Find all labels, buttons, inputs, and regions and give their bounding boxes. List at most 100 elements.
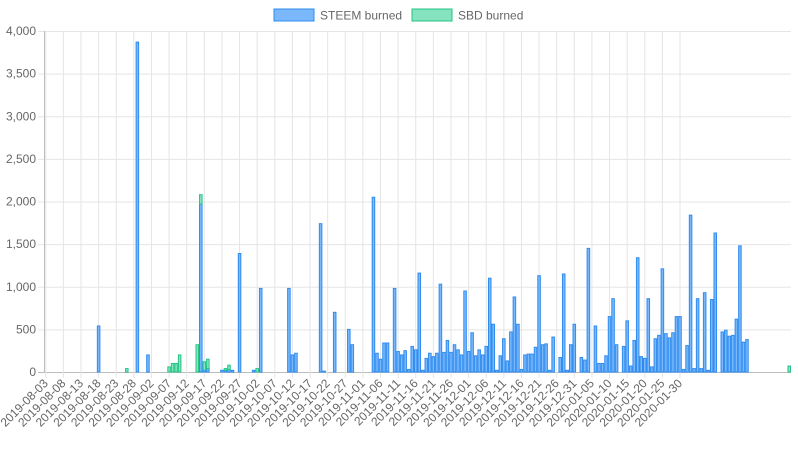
sbd-bar [170,362,175,373]
steem-bar [569,344,573,373]
steem-bar [583,359,587,373]
legend-label: STEEM burned [320,9,402,23]
sbd-bar [199,194,203,205]
steem-bar [470,332,474,373]
steem-bar [290,354,295,373]
legend: STEEM burned SBD burned [273,8,523,23]
steem-bar [604,355,608,373]
y-tick-label: 2,500 [6,152,36,166]
steem-bar [477,349,481,373]
steem-bar [621,345,626,373]
steem-bar [579,357,584,373]
steem-bar [632,339,636,373]
steem-bar [724,329,728,373]
steem-bar [375,352,379,373]
steem-bar [565,369,570,373]
sbd-bar [125,368,129,373]
steem-bar [519,368,524,373]
legend-item-steem[interactable]: STEEM burned [273,8,402,23]
steem-bar [671,332,675,373]
steem-bar [399,354,404,373]
y-tick-label: 1,000 [6,280,36,294]
steem-bar [495,369,499,373]
steem-bar [614,344,619,373]
legend-swatch [411,8,453,22]
steem-bar [146,354,150,373]
steem-bar [318,223,323,373]
steem-bar [611,298,615,373]
steem-bar [332,311,337,373]
steem-bar [406,368,411,373]
steem-bar [230,369,235,373]
steem-bar [403,350,407,373]
steem-bar [237,253,242,373]
steem-bar [695,298,700,373]
steem-bar [625,320,629,373]
steem-bar [382,342,386,373]
steem-bar [660,268,665,373]
steem-bar [709,299,714,373]
steem-bar [593,325,598,373]
steem-bar [473,355,478,373]
sbd-bar [202,361,207,371]
y-axis: 0 500 1,000 1,500 2,000 2,500 3,000 3,500 4,000 [6,24,45,379]
steem-bar [561,273,566,373]
steem-bar [544,343,548,373]
legend-item-sbd[interactable]: SBD burned [411,8,523,23]
steem-bar [220,369,224,373]
steem-bar [667,337,672,373]
steem-bar [428,352,432,373]
steem-bar [706,369,710,373]
steem-bar [371,196,376,373]
y-tick-label: 3,000 [6,109,36,123]
steem-bar [392,287,397,373]
steem-bar [135,41,140,373]
legend-swatch [273,8,315,22]
steem-bar [635,257,640,373]
steem-bar [410,345,414,373]
steem-bar [530,353,534,373]
steem-bar [540,344,545,373]
steem-bar [692,368,696,373]
sbd-bar [787,365,792,373]
y-tick-label: 4,000 [6,24,36,38]
steem-bar [258,287,263,373]
steem-bar [674,316,679,373]
steem-bar [287,287,291,373]
steem-bar [431,356,436,373]
steem-bar [502,338,506,373]
steem-bar [653,338,658,373]
steem-bar [505,360,510,373]
sbd-bar [177,354,182,373]
steem-bar [445,339,450,373]
sbd-bar [227,364,231,370]
steem-bar [413,349,418,373]
steem-bar [664,333,668,373]
steem-bar [526,353,531,373]
steem-bar [745,339,749,373]
steem-bar [572,323,577,373]
steem-bar [643,357,647,373]
steem-bar [491,323,496,373]
steem-bar [463,290,467,373]
steem-bar [484,345,488,373]
bars [96,41,792,373]
steem-bar [251,369,256,373]
steem-bar [731,334,735,373]
steem-bar [678,316,682,373]
steem-bar [516,323,520,373]
y-tick-label: 500 [16,322,36,336]
legend-label: SBD burned [458,9,523,23]
steem-bar [600,362,605,373]
steem-bar [459,354,464,373]
steem-bar [424,357,429,373]
steem-bar [558,357,562,373]
sbd-bar [223,368,228,371]
sbd-bar [174,362,178,373]
steem-bar [657,334,661,373]
steem-bar [607,316,612,373]
steem-bar [720,331,725,373]
steem-bar [385,342,390,373]
